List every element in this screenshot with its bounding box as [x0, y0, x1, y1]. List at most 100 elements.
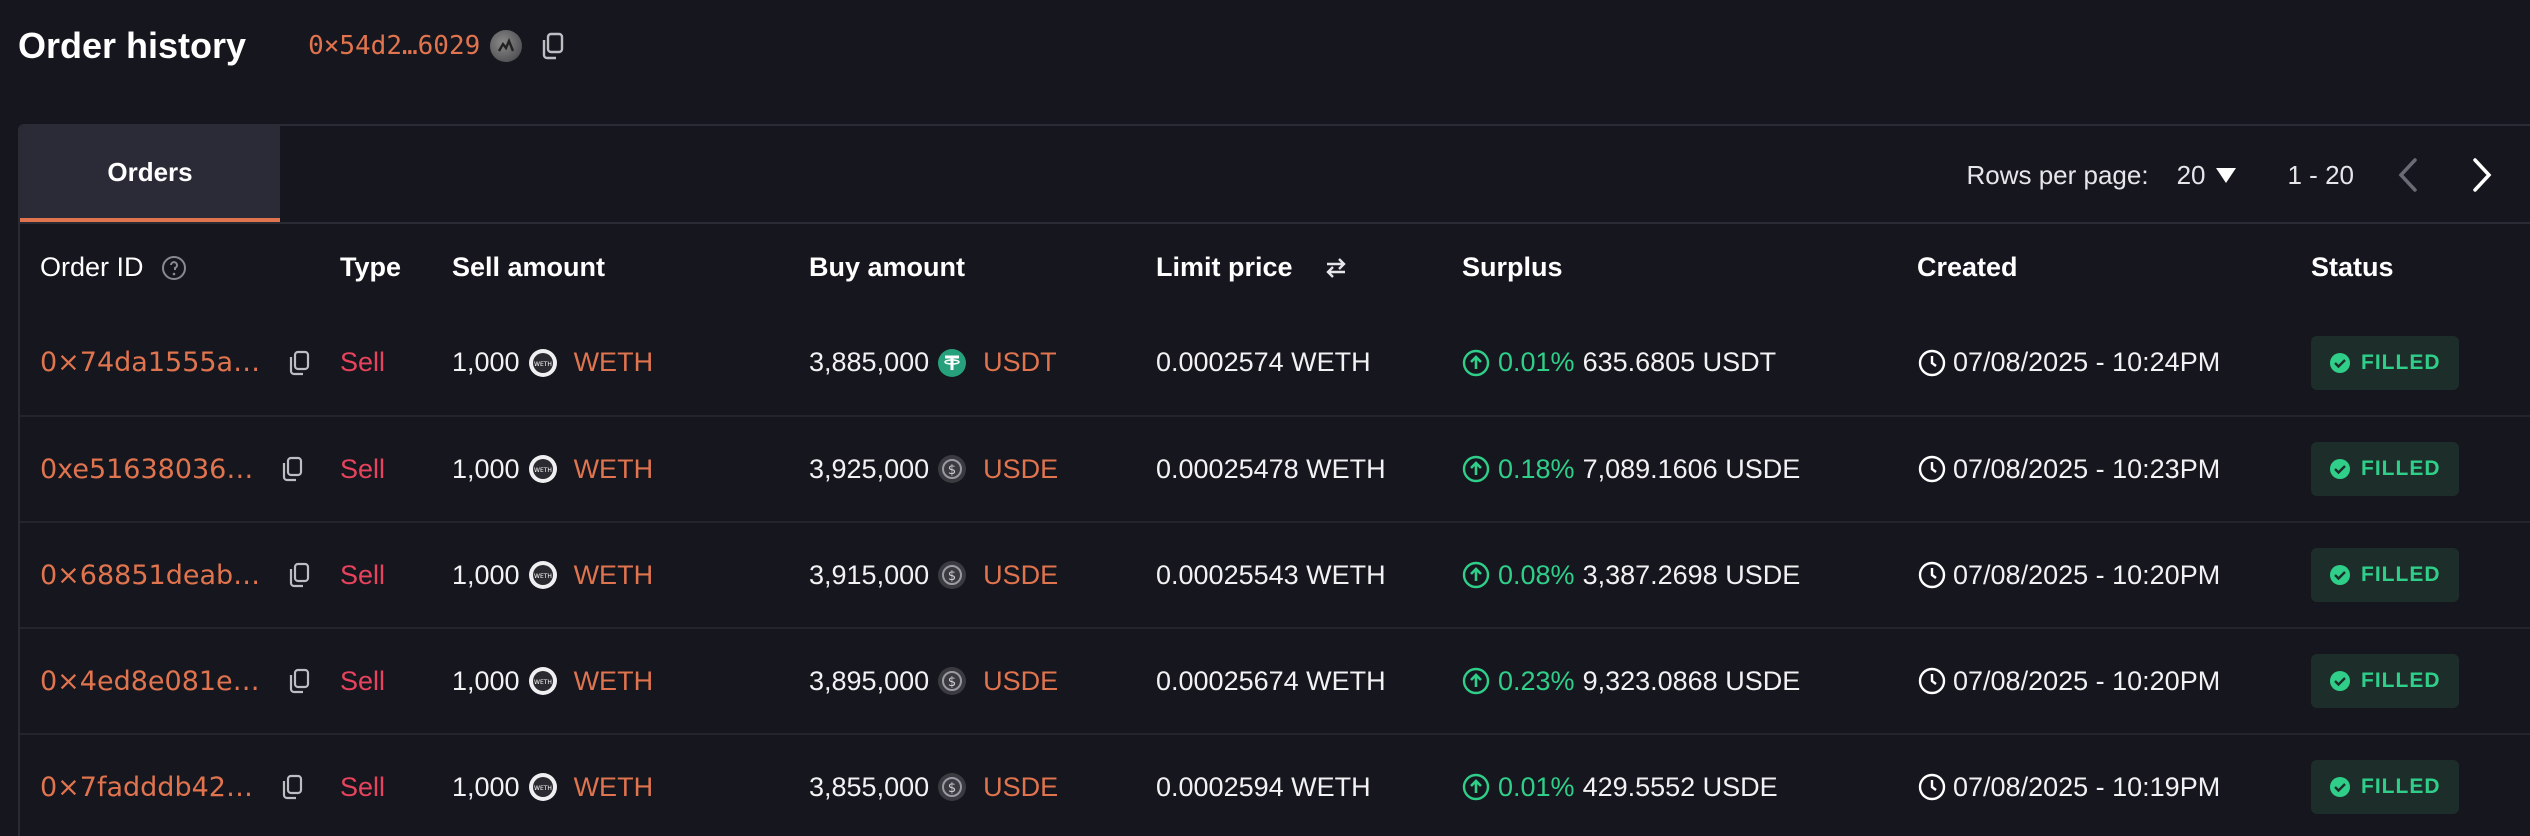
- status-cell: FILLED: [2311, 416, 2530, 523]
- table-row[interactable]: 0×74da1555a… Sell 1,000 WETH WETH 3,885,…: [20, 310, 2530, 417]
- surplus-percent: 0.18%: [1498, 453, 1575, 484]
- check-circle-icon: [2330, 565, 2350, 585]
- rows-per-page-select[interactable]: 20: [2177, 160, 2238, 191]
- sell-amount-value: 1,000: [452, 347, 520, 377]
- order-type: Sell: [340, 665, 386, 696]
- copy-order-id-icon[interactable]: [288, 562, 312, 588]
- status-label: FILLED: [2361, 563, 2441, 586]
- order-type: Sell: [340, 347, 386, 377]
- buy-amount-cell: 3,885,000 USDT: [809, 310, 1156, 417]
- status-badge: FILLED: [2311, 654, 2459, 708]
- created-cell: 07/08/2025 - 10:19PM: [1917, 734, 2311, 836]
- created-date: 07/08/2025 - 10:24PM: [1953, 347, 2221, 377]
- orders-panel: Orders Rows per page: 20 1 - 20 Order I: [18, 124, 2530, 836]
- surplus-amount: 7,089.1606 USDE: [1582, 453, 1801, 484]
- copy-order-id-icon[interactable]: [281, 456, 305, 482]
- clock-icon: [1917, 454, 1947, 484]
- order-id-link[interactable]: 0×4ed8e081e…: [40, 665, 260, 697]
- buy-token-symbol[interactable]: USDE: [983, 559, 1059, 590]
- usde-icon: $: [937, 454, 967, 484]
- status-cell: FILLED: [2311, 734, 2530, 836]
- order-id-link[interactable]: 0×7fadddb42…: [40, 771, 253, 803]
- caret-down-icon: [2215, 168, 2236, 183]
- chevron-right-icon: [2473, 158, 2492, 192]
- page-range: 1 - 20: [2287, 159, 2355, 190]
- buy-amount-value: 3,925,000: [809, 453, 930, 484]
- order-type: Sell: [340, 559, 386, 590]
- table-row[interactable]: 0×4ed8e081e… Sell 1,000 WETH WETH 3,895,…: [20, 628, 2530, 735]
- buy-amount-value: 3,895,000: [809, 665, 930, 696]
- order-id-link[interactable]: 0×68851deab…: [40, 559, 261, 591]
- next-page-button[interactable]: [2462, 157, 2502, 193]
- buy-amount-value: 3,885,000: [809, 347, 930, 377]
- status-badge: FILLED: [2311, 548, 2459, 602]
- clock-icon: [1917, 666, 1947, 696]
- sell-token-symbol[interactable]: WETH: [573, 665, 654, 696]
- table-row[interactable]: 0×68851deab… Sell 1,000 WETH WETH 3,915,…: [20, 522, 2530, 629]
- check-circle-icon: [2330, 671, 2350, 691]
- sell-amount-cell: 1,000 WETH WETH: [452, 628, 809, 735]
- sell-amount-value: 1,000: [452, 453, 520, 484]
- column-header-created: Created: [1917, 251, 2018, 282]
- surplus-cell: 0.01% 429.5552 USDE: [1462, 734, 1917, 836]
- order-id-cell: 0×74da1555a…: [20, 310, 340, 417]
- svg-text:WETH: WETH: [534, 467, 552, 474]
- created-date: 07/08/2025 - 10:20PM: [1953, 559, 2221, 590]
- sell-token-symbol[interactable]: WETH: [573, 771, 654, 802]
- created-cell: 07/08/2025 - 10:20PM: [1917, 628, 2311, 735]
- rows-per-page-value: 20: [2176, 159, 2206, 190]
- arrow-up-circle-icon: [1462, 667, 1490, 695]
- sell-amount-value: 1,000: [452, 665, 520, 696]
- check-circle-icon: [2330, 352, 2350, 373]
- svg-text:$: $: [948, 569, 956, 584]
- created-cell: 07/08/2025 - 10:24PM: [1917, 310, 2311, 417]
- sell-amount-cell: 1,000 WETH WETH: [452, 734, 809, 836]
- type-cell: Sell: [340, 628, 452, 735]
- surplus-amount: 3,387.2698 USDE: [1582, 559, 1801, 590]
- status-label: FILLED: [2361, 350, 2441, 374]
- swap-arrows-icon[interactable]: [1324, 257, 1348, 279]
- order-id-cell: 0×7fadddb42…: [20, 734, 340, 836]
- tab-orders[interactable]: Orders: [20, 126, 280, 222]
- usde-icon: $: [937, 666, 967, 696]
- status-cell: FILLED: [2311, 522, 2530, 629]
- buy-token-symbol[interactable]: USDE: [983, 665, 1059, 696]
- status-label: FILLED: [2361, 669, 2441, 692]
- sell-token-symbol[interactable]: WETH: [573, 559, 654, 590]
- buy-token-symbol[interactable]: USDE: [983, 771, 1059, 802]
- order-type: Sell: [340, 771, 386, 802]
- order-id-link[interactable]: 0xe51638036…: [40, 453, 254, 485]
- clock-icon: [1917, 772, 1947, 802]
- arrow-up-circle-icon: [1462, 561, 1490, 589]
- sell-amount-cell: 1,000 WETH WETH: [452, 522, 809, 629]
- buy-token-symbol[interactable]: USDT: [983, 347, 1057, 377]
- check-circle-icon: [2330, 777, 2350, 797]
- previous-page-button[interactable]: [2388, 157, 2428, 193]
- order-id-cell: 0×68851deab…: [20, 522, 340, 629]
- surplus-amount: 9,323.0868 USDE: [1582, 665, 1801, 696]
- svg-text:WETH: WETH: [534, 573, 552, 580]
- page-title: Order history: [18, 25, 247, 66]
- buy-token-symbol[interactable]: USDE: [983, 453, 1059, 484]
- created-cell: 07/08/2025 - 10:20PM: [1917, 522, 2311, 629]
- table-row[interactable]: 0xe51638036… Sell 1,000 WETH WETH 3,925,…: [20, 416, 2530, 523]
- status-label: FILLED: [2361, 775, 2441, 798]
- surplus-cell: 0.08% 3,387.2698 USDE: [1462, 522, 1917, 629]
- copy-address-icon[interactable]: [540, 32, 566, 60]
- copy-order-id-icon[interactable]: [281, 774, 305, 800]
- sell-token-symbol[interactable]: WETH: [573, 453, 654, 484]
- surplus-amount: 635.6805 USDT: [1582, 347, 1777, 377]
- copy-order-id-icon[interactable]: [288, 668, 312, 694]
- help-icon[interactable]: [161, 255, 187, 281]
- table-row[interactable]: 0×7fadddb42… Sell 1,000 WETH WETH 3,855,…: [20, 734, 2530, 836]
- sell-token-symbol[interactable]: WETH: [573, 347, 654, 377]
- order-id-link[interactable]: 0×74da1555a…: [40, 347, 261, 378]
- account-avatar-icon: [490, 30, 523, 62]
- wallet-address[interactable]: 0×54d2…6029: [308, 31, 481, 61]
- type-cell: Sell: [340, 734, 452, 836]
- buy-amount-cell: 3,915,000 $ USDE: [809, 522, 1156, 629]
- surplus-percent: 0.08%: [1498, 559, 1575, 590]
- chevron-left-icon: [2398, 158, 2417, 192]
- copy-order-id-icon[interactable]: [288, 350, 312, 376]
- column-header-surplus: Surplus: [1462, 251, 1563, 282]
